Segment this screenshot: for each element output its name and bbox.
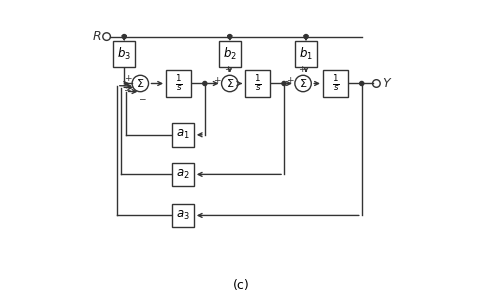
FancyBboxPatch shape [219, 41, 241, 67]
Text: (c): (c) [233, 279, 250, 292]
Text: +: + [286, 76, 294, 85]
FancyBboxPatch shape [166, 70, 191, 97]
FancyBboxPatch shape [113, 41, 135, 67]
Text: $Y$: $Y$ [382, 77, 392, 90]
Circle shape [227, 35, 232, 39]
Text: $\frac{1}{s}$: $\frac{1}{s}$ [175, 73, 182, 94]
Text: $a_1$: $a_1$ [176, 128, 190, 141]
Text: $-$: $-$ [139, 94, 147, 102]
Text: $\frac{1}{s}$: $\frac{1}{s}$ [254, 73, 261, 94]
Text: $a_2$: $a_2$ [176, 168, 190, 181]
Text: $R$: $R$ [92, 30, 101, 43]
Circle shape [282, 81, 286, 86]
Text: +: + [298, 65, 305, 74]
Text: +: + [213, 76, 221, 85]
Text: $b_3$: $b_3$ [117, 46, 131, 62]
Text: $\Sigma$: $\Sigma$ [136, 78, 144, 89]
Circle shape [360, 81, 364, 86]
Text: $a_3$: $a_3$ [176, 209, 190, 222]
Text: +: + [124, 75, 131, 83]
FancyBboxPatch shape [295, 41, 317, 67]
FancyBboxPatch shape [172, 123, 194, 147]
Circle shape [203, 81, 207, 86]
FancyBboxPatch shape [172, 204, 194, 227]
Text: $\Sigma$: $\Sigma$ [299, 78, 307, 89]
FancyBboxPatch shape [323, 70, 348, 97]
Text: $\Sigma$: $\Sigma$ [226, 78, 234, 89]
Text: $\frac{1}{s}$: $\frac{1}{s}$ [331, 73, 339, 94]
FancyBboxPatch shape [245, 70, 270, 97]
Circle shape [122, 35, 126, 39]
Text: $b_2$: $b_2$ [223, 46, 237, 62]
FancyBboxPatch shape [172, 163, 194, 186]
Circle shape [304, 35, 308, 39]
Text: $-$: $-$ [123, 84, 131, 93]
Text: +: + [225, 65, 232, 74]
Text: $b_1$: $b_1$ [299, 46, 313, 62]
